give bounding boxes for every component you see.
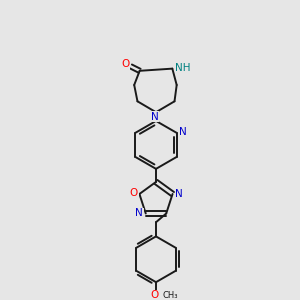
- Text: O: O: [130, 188, 138, 198]
- Text: N: N: [151, 112, 159, 122]
- Text: CH₃: CH₃: [163, 291, 178, 300]
- Text: O: O: [122, 59, 130, 69]
- Text: NH: NH: [176, 62, 191, 73]
- Text: N: N: [179, 127, 187, 137]
- Text: O: O: [151, 290, 159, 300]
- Text: N: N: [175, 189, 183, 199]
- Text: N: N: [135, 208, 143, 218]
